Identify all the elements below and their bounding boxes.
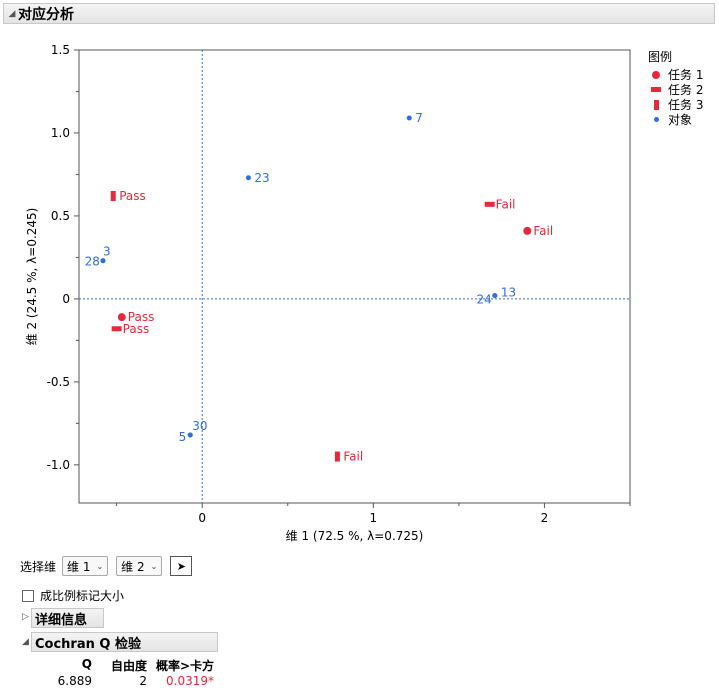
- cochran-header[interactable]: Cochran Q 检验: [31, 632, 218, 652]
- cochran-table: Q 自由度 概率>卡方 6.889 2 0.0319*: [55, 657, 214, 688]
- legend-entry: 任务 1: [648, 67, 703, 82]
- apply-arrow-button[interactable]: ➤: [170, 556, 193, 576]
- plot-frame: [78, 49, 631, 504]
- expand-triangle-icon[interactable]: ▷: [22, 612, 29, 622]
- legend-marker-icon: [648, 70, 664, 79]
- dim-y-dropdown[interactable]: 维 2 ⌄: [116, 556, 163, 576]
- select-dim-label: 选择维: [20, 559, 57, 574]
- legend-marker-icon: [648, 87, 664, 92]
- chevron-down-icon: ⌄: [96, 561, 104, 571]
- legend: 图例 任务 1 任务 2 任务 3 对象: [648, 48, 703, 127]
- y-tick-label: 1.0: [51, 126, 70, 140]
- header-q: Q: [81, 657, 92, 671]
- dim-x-value: 维 1: [67, 559, 91, 574]
- scale-markers-option[interactable]: 成比例标记大小: [22, 587, 124, 604]
- data-point: [117, 313, 126, 322]
- legend-label: 任务 3: [668, 98, 704, 112]
- details-header[interactable]: 详细信息: [31, 608, 104, 628]
- data-point: [245, 175, 251, 181]
- dim-x-dropdown[interactable]: 维 1 ⌄: [62, 556, 109, 576]
- y-tick-label: 0: [62, 292, 70, 306]
- legend-label: 任务 1: [668, 68, 704, 82]
- point-label: Pass: [119, 189, 146, 203]
- point-label: Pass: [128, 310, 155, 324]
- value-q: 6.889: [57, 674, 92, 688]
- legend-label: 任务 2: [668, 83, 704, 97]
- chevron-down-icon: ⌄: [150, 561, 158, 571]
- section-title: 对应分析: [18, 6, 74, 23]
- dim-y-value: 维 2: [121, 559, 145, 574]
- y-axis-label: 维 2 (24.5 %, λ=0.245): [25, 208, 39, 346]
- point-label: 3: [103, 245, 111, 259]
- data-point: [492, 293, 498, 299]
- x-tick-label: 0: [198, 511, 206, 525]
- y-tick-label: -0.5: [47, 375, 70, 389]
- value-df: 2: [139, 674, 147, 688]
- x-axis-label: 维 1 (72.5 %, λ=0.725): [286, 529, 424, 543]
- cochran-title: Cochran Q 检验: [35, 636, 141, 652]
- data-point: [334, 451, 340, 462]
- collapse-triangle-icon[interactable]: ◢: [22, 637, 29, 647]
- y-tick-label: 1.5: [51, 43, 70, 57]
- details-title: 详细信息: [35, 612, 88, 628]
- header-df: 自由度: [110, 659, 147, 673]
- data-point: [100, 258, 106, 264]
- legend-entry: 任务 2: [648, 82, 703, 97]
- x-tick-label: 2: [541, 511, 549, 525]
- point-label: 5: [179, 430, 187, 444]
- data-point: [523, 226, 532, 235]
- scale-markers-checkbox[interactable]: [22, 589, 34, 602]
- data-point: [111, 326, 122, 332]
- point-label: 23: [254, 171, 269, 185]
- dimension-selector: 选择维 维 1 ⌄ 维 2 ⌄ ➤: [20, 556, 193, 576]
- collapse-triangle-icon[interactable]: ◢: [8, 8, 16, 19]
- table-header-row: Q 自由度 概率>卡方: [55, 657, 214, 674]
- point-label: 13: [501, 286, 516, 300]
- point-label: Fail: [343, 450, 363, 464]
- data-point: [484, 201, 495, 207]
- y-tick-label: -1.0: [47, 458, 70, 472]
- x-tick-label: 1: [370, 511, 378, 525]
- y-tick-label: 0.5: [51, 209, 70, 223]
- point-label: 7: [415, 111, 423, 125]
- legend-title: 图例: [648, 50, 673, 64]
- legend-marker-icon: [648, 117, 664, 122]
- point-label: Pass: [123, 322, 150, 336]
- point-label: 28: [85, 255, 100, 269]
- table-row: 6.889 2 0.0319*: [55, 674, 214, 688]
- legend-label: 对象: [668, 113, 693, 127]
- legend-marker-icon: [648, 99, 664, 110]
- data-point: [406, 115, 412, 121]
- point-label: 24: [477, 293, 492, 307]
- legend-entry: 任务 3: [648, 97, 703, 112]
- header-prob: 概率>卡方: [155, 659, 214, 673]
- point-label: Fail: [533, 224, 553, 238]
- data-point: [110, 191, 116, 202]
- section-header[interactable]: ◢ 对应分析: [3, 3, 715, 24]
- scale-markers-label: 成比例标记大小: [40, 589, 125, 603]
- arrow-right-icon: ➤: [176, 559, 186, 573]
- data-point: [187, 432, 193, 438]
- legend-entry: 对象: [648, 112, 703, 127]
- point-label: Fail: [496, 197, 516, 211]
- point-label: 30: [192, 419, 207, 433]
- correspondence-plot: 0 1 2 1.5 1.0 0.5 0 -0.5 -1.0 维 1 (72.5 %, λ=0.72…: [25, 43, 631, 543]
- value-prob: 0.0319*: [166, 674, 214, 688]
